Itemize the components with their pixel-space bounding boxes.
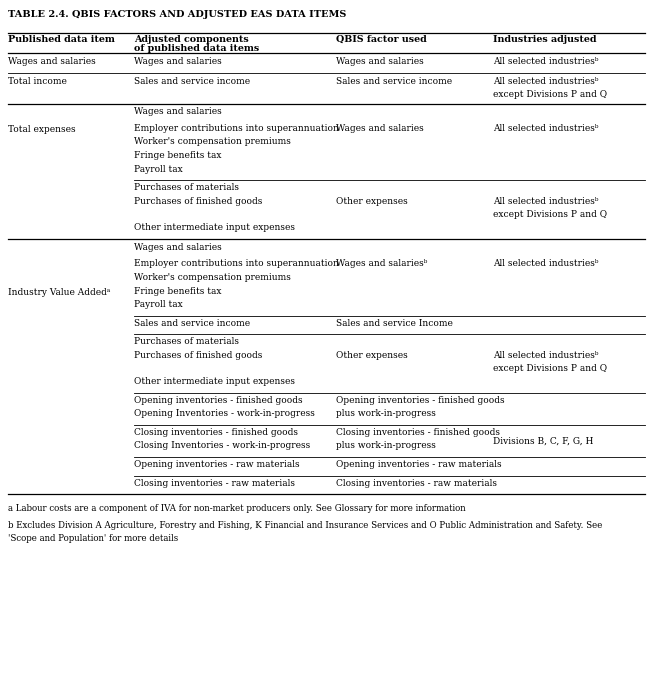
- Text: Sales and service Income: Sales and service Income: [336, 318, 453, 327]
- Text: Opening inventories - raw materials: Opening inventories - raw materials: [134, 460, 300, 469]
- Text: except Divisions P and Q: except Divisions P and Q: [493, 364, 607, 373]
- Text: plus work-in-progress: plus work-in-progress: [336, 409, 436, 418]
- Text: All selected industriesᵇ: All selected industriesᵇ: [493, 196, 599, 205]
- Text: Purchases of materials: Purchases of materials: [134, 183, 239, 192]
- Text: All selected industriesᵇ: All selected industriesᵇ: [493, 57, 599, 66]
- Text: Adjusted components: Adjusted components: [134, 35, 249, 44]
- Text: Wages and salaries: Wages and salaries: [336, 124, 424, 133]
- Text: Opening inventories - finished goods: Opening inventories - finished goods: [134, 396, 302, 405]
- Text: Closing inventories - raw materials: Closing inventories - raw materials: [336, 478, 498, 488]
- Text: Other intermediate input expenses: Other intermediate input expenses: [134, 378, 295, 387]
- Text: Opening Inventories - work-in-progress: Opening Inventories - work-in-progress: [134, 409, 315, 418]
- Text: Published data item: Published data item: [8, 35, 115, 44]
- Text: Wages and salaries: Wages and salaries: [336, 57, 424, 66]
- Text: Closing inventories - finished goods: Closing inventories - finished goods: [134, 428, 298, 437]
- Text: Opening inventories - finished goods: Opening inventories - finished goods: [336, 396, 505, 405]
- Text: Purchases of finished goods: Purchases of finished goods: [134, 351, 263, 360]
- Text: except Divisions P and Q: except Divisions P and Q: [493, 210, 607, 219]
- Text: Wages and salaries: Wages and salaries: [8, 57, 95, 66]
- Text: Wages and salaries: Wages and salaries: [134, 243, 221, 252]
- Text: Divisions B, C, F, G, H: Divisions B, C, F, G, H: [493, 437, 594, 446]
- Text: All selected industriesᵇ: All selected industriesᵇ: [493, 76, 599, 85]
- Text: QBIS factor used: QBIS factor used: [336, 35, 427, 44]
- Text: Wages and salaries: Wages and salaries: [134, 107, 221, 116]
- Text: Employer contributions into superannuation: Employer contributions into superannuati…: [134, 260, 339, 269]
- Text: All selected industriesᵇ: All selected industriesᵇ: [493, 260, 599, 269]
- Text: Industry Value Addedᵃ: Industry Value Addedᵃ: [8, 288, 110, 297]
- Text: Employer contributions into superannuation: Employer contributions into superannuati…: [134, 124, 339, 133]
- Text: Total income: Total income: [8, 76, 67, 85]
- Text: Fringe benefits tax: Fringe benefits tax: [134, 287, 221, 296]
- Text: Wages and salaries: Wages and salaries: [134, 57, 221, 66]
- Text: b Excludes Division A Agriculture, Forestry and Fishing, K Financial and Insuran: b Excludes Division A Agriculture, Fores…: [8, 520, 602, 530]
- Text: except Divisions P and Q: except Divisions P and Q: [493, 90, 607, 99]
- Text: Closing inventories - raw materials: Closing inventories - raw materials: [134, 478, 295, 488]
- Text: plus work-in-progress: plus work-in-progress: [336, 442, 436, 451]
- Text: Other intermediate input expenses: Other intermediate input expenses: [134, 223, 295, 232]
- Text: a Labour costs are a component of IVA for non-market producers only. See Glossar: a Labour costs are a component of IVA fo…: [8, 504, 466, 513]
- Text: All selected industriesᵇ: All selected industriesᵇ: [493, 124, 599, 133]
- Text: Fringe benefits tax: Fringe benefits tax: [134, 151, 221, 160]
- Text: Purchases of materials: Purchases of materials: [134, 337, 239, 346]
- Text: Sales and service income: Sales and service income: [336, 76, 453, 85]
- Text: Industries adjusted: Industries adjusted: [493, 35, 596, 44]
- Text: Payroll tax: Payroll tax: [134, 300, 183, 309]
- Text: Worker's compensation premiums: Worker's compensation premiums: [134, 138, 291, 147]
- Text: Closing Inventories - work-in-progress: Closing Inventories - work-in-progress: [134, 442, 310, 451]
- Text: TABLE 2.4. QBIS FACTORS AND ADJUSTED EAS DATA ITEMS: TABLE 2.4. QBIS FACTORS AND ADJUSTED EAS…: [8, 10, 346, 19]
- Text: Wages and salariesᵇ: Wages and salariesᵇ: [336, 260, 428, 269]
- Text: of published data items: of published data items: [134, 44, 259, 53]
- Text: 'Scope and Population' for more details: 'Scope and Population' for more details: [8, 534, 178, 543]
- Text: Worker's compensation premiums: Worker's compensation premiums: [134, 273, 291, 282]
- Text: Other expenses: Other expenses: [336, 196, 408, 205]
- Text: Purchases of finished goods: Purchases of finished goods: [134, 196, 263, 205]
- Text: Opening inventories - raw materials: Opening inventories - raw materials: [336, 460, 502, 469]
- Text: Closing inventories - finished goods: Closing inventories - finished goods: [336, 428, 500, 437]
- Text: Other expenses: Other expenses: [336, 351, 408, 360]
- Text: Total expenses: Total expenses: [8, 125, 76, 134]
- Text: All selected industriesᵇ: All selected industriesᵇ: [493, 351, 599, 360]
- Text: Sales and service income: Sales and service income: [134, 76, 250, 85]
- Text: Sales and service income: Sales and service income: [134, 318, 250, 327]
- Text: Payroll tax: Payroll tax: [134, 165, 183, 174]
